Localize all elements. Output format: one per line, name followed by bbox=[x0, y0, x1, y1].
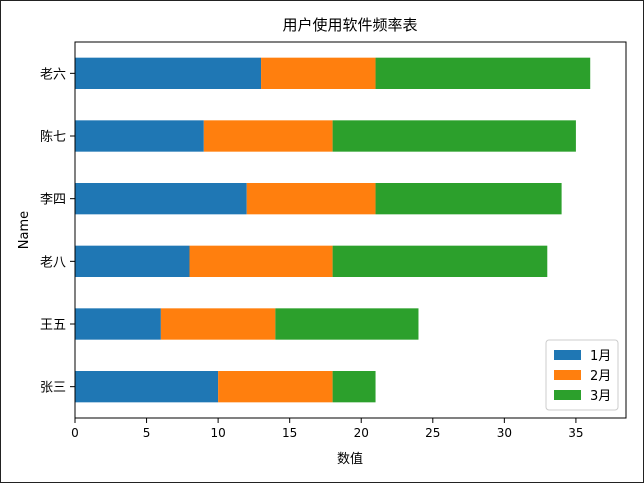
plot-frame bbox=[74, 41, 627, 419]
chart-title: 用户使用软件频率表 bbox=[282, 16, 417, 34]
x-tick-label: 0 bbox=[71, 426, 79, 440]
bar-1-5 bbox=[75, 120, 204, 152]
bar-2-1 bbox=[218, 371, 333, 403]
bar-2-3 bbox=[189, 245, 333, 277]
bar-1-2 bbox=[75, 308, 161, 340]
y-axis-ticks: 张三 王五 老八 李四 陈七 老六 bbox=[40, 67, 75, 396]
y-tick-label: 老六 bbox=[40, 67, 66, 82]
y-axis-label: Name bbox=[17, 211, 32, 249]
legend-label: 2月 bbox=[590, 369, 611, 384]
bar-3-4 bbox=[375, 183, 562, 215]
legend-swatch bbox=[554, 350, 581, 360]
bar-1-3 bbox=[75, 245, 190, 277]
legend-swatch bbox=[554, 370, 581, 380]
y-tick-label: 王五 bbox=[40, 318, 66, 333]
bar-1-4 bbox=[75, 183, 247, 215]
bar-2-2 bbox=[160, 308, 276, 340]
y-tick-label: 李四 bbox=[40, 193, 66, 208]
bar-1-6 bbox=[75, 57, 262, 89]
bar-2-5 bbox=[203, 120, 333, 152]
bar-2-6 bbox=[261, 57, 376, 89]
x-axis-label: 数值 bbox=[337, 451, 363, 467]
bar-3-5 bbox=[332, 120, 576, 152]
bar-3-3 bbox=[332, 245, 548, 277]
x-tick-label: 35 bbox=[568, 426, 583, 440]
bar-3-1 bbox=[332, 371, 376, 403]
legend-label: 3月 bbox=[590, 389, 611, 404]
x-tick-label: 25 bbox=[425, 426, 440, 440]
y-tick-label: 张三 bbox=[40, 381, 66, 396]
x-tick-label: 10 bbox=[210, 426, 225, 440]
legend: 1月 2月 3月 bbox=[545, 339, 619, 411]
legend-swatch bbox=[554, 390, 581, 400]
legend-label: 1月 bbox=[590, 349, 611, 364]
x-tick-label: 5 bbox=[143, 426, 151, 440]
x-axis-ticks: 0 5 10 15 20 25 30 35 bbox=[71, 418, 584, 440]
x-tick-label: 30 bbox=[497, 426, 512, 440]
bar-2-4 bbox=[246, 183, 376, 215]
bar-3-2 bbox=[275, 308, 419, 340]
bars-group bbox=[75, 57, 591, 403]
x-tick-label: 20 bbox=[354, 426, 369, 440]
x-tick-label: 15 bbox=[282, 426, 297, 440]
bar-3-6 bbox=[375, 57, 591, 89]
y-tick-label: 陈七 bbox=[40, 129, 66, 145]
y-tick-label: 老八 bbox=[40, 255, 66, 270]
bar-1-1 bbox=[75, 371, 219, 403]
